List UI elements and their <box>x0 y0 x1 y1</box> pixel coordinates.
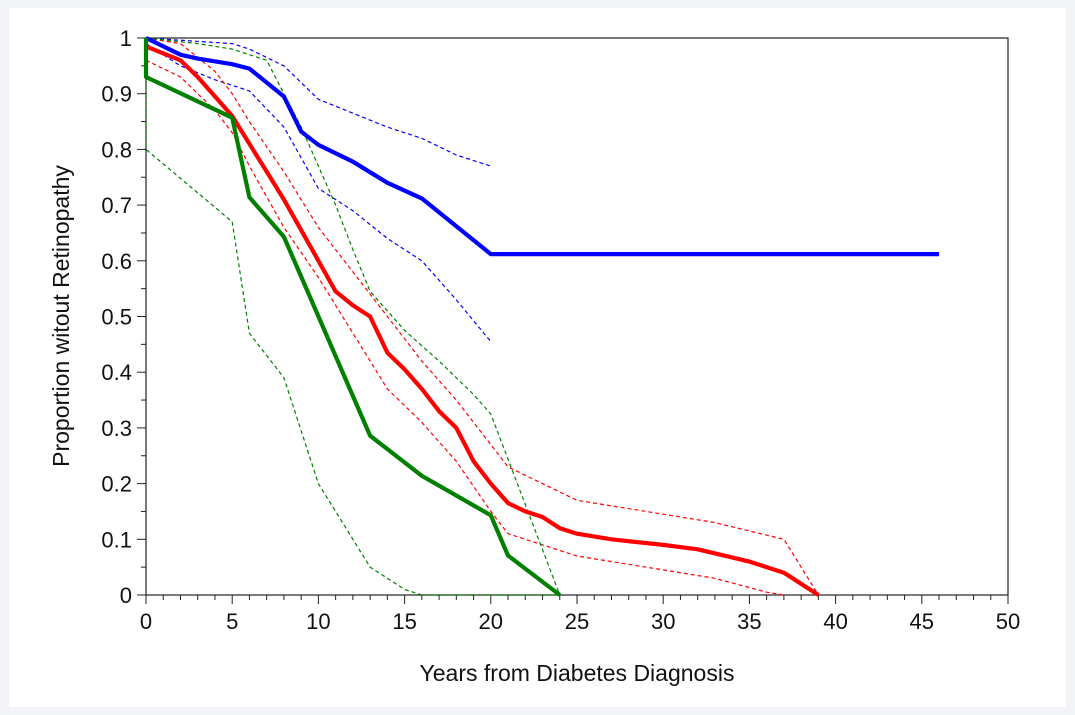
x-axis-title: Years from Diabetes Diagnosis <box>420 660 735 686</box>
y-tick-label: 0.2 <box>101 472 132 497</box>
y-axis-title: Proportion witout Retinopathy <box>48 165 74 467</box>
y-tick-label: 0.1 <box>101 527 132 552</box>
confidence-band-line-7 <box>145 37 561 596</box>
confidence-band-line-2 <box>145 43 492 342</box>
confidence-band-line-4 <box>145 37 819 596</box>
x-tick-label: 50 <box>996 609 1020 634</box>
y-tick-label: 0.6 <box>101 249 132 274</box>
confidence-band-line-5 <box>145 59 784 596</box>
x-tick-label: 15 <box>392 609 416 634</box>
x-tick-label: 25 <box>565 609 589 634</box>
y-tick-label: 0.5 <box>101 305 132 330</box>
x-tick-label: 30 <box>651 609 675 634</box>
x-tick-label: 5 <box>226 609 238 634</box>
retinopathy-survival-chart: 0 5 10 15 20 25 30 35 40 45 50 0 0.1 0.2 0.3 0.4 0.5 0.6… <box>48 26 1020 686</box>
x-tick-labels: 0 5 10 15 20 25 30 35 40 45 50 <box>140 609 1020 634</box>
y-tick-label: 0.7 <box>101 193 132 218</box>
y-tick-labels: 0 0.1 0.2 0.3 0.4 0.5 0.6 0.7 0.8 0.9 1 <box>101 26 132 608</box>
x-tick-label: 40 <box>823 609 847 634</box>
y-tick-label: 0.4 <box>101 360 132 385</box>
series-layer <box>143 36 939 597</box>
x-tick-label: 45 <box>910 609 934 634</box>
x-tick-label: 35 <box>737 609 761 634</box>
x-tick-label: 20 <box>479 609 503 634</box>
estimate-line-0 <box>145 36 939 257</box>
y-tick-label: 0 <box>120 583 132 608</box>
x-tick-label: 0 <box>140 609 152 634</box>
axis-ticks <box>137 37 1009 604</box>
x-tick-label: 10 <box>306 609 330 634</box>
chart-card: 0 5 10 15 20 25 30 35 40 45 50 0 0.1 0.2 0.3 0.4 0.5 0.6… <box>9 8 1066 707</box>
estimate-line-3 <box>145 44 820 597</box>
y-tick-label: 0.3 <box>101 416 132 441</box>
plot-frame <box>145 37 1009 596</box>
y-tick-label: 1 <box>120 26 132 51</box>
estimate-line-6 <box>143 38 562 597</box>
y-tick-label: 0.8 <box>101 137 132 162</box>
y-tick-label: 0.9 <box>101 82 132 107</box>
confidence-band-line-8 <box>145 38 560 596</box>
